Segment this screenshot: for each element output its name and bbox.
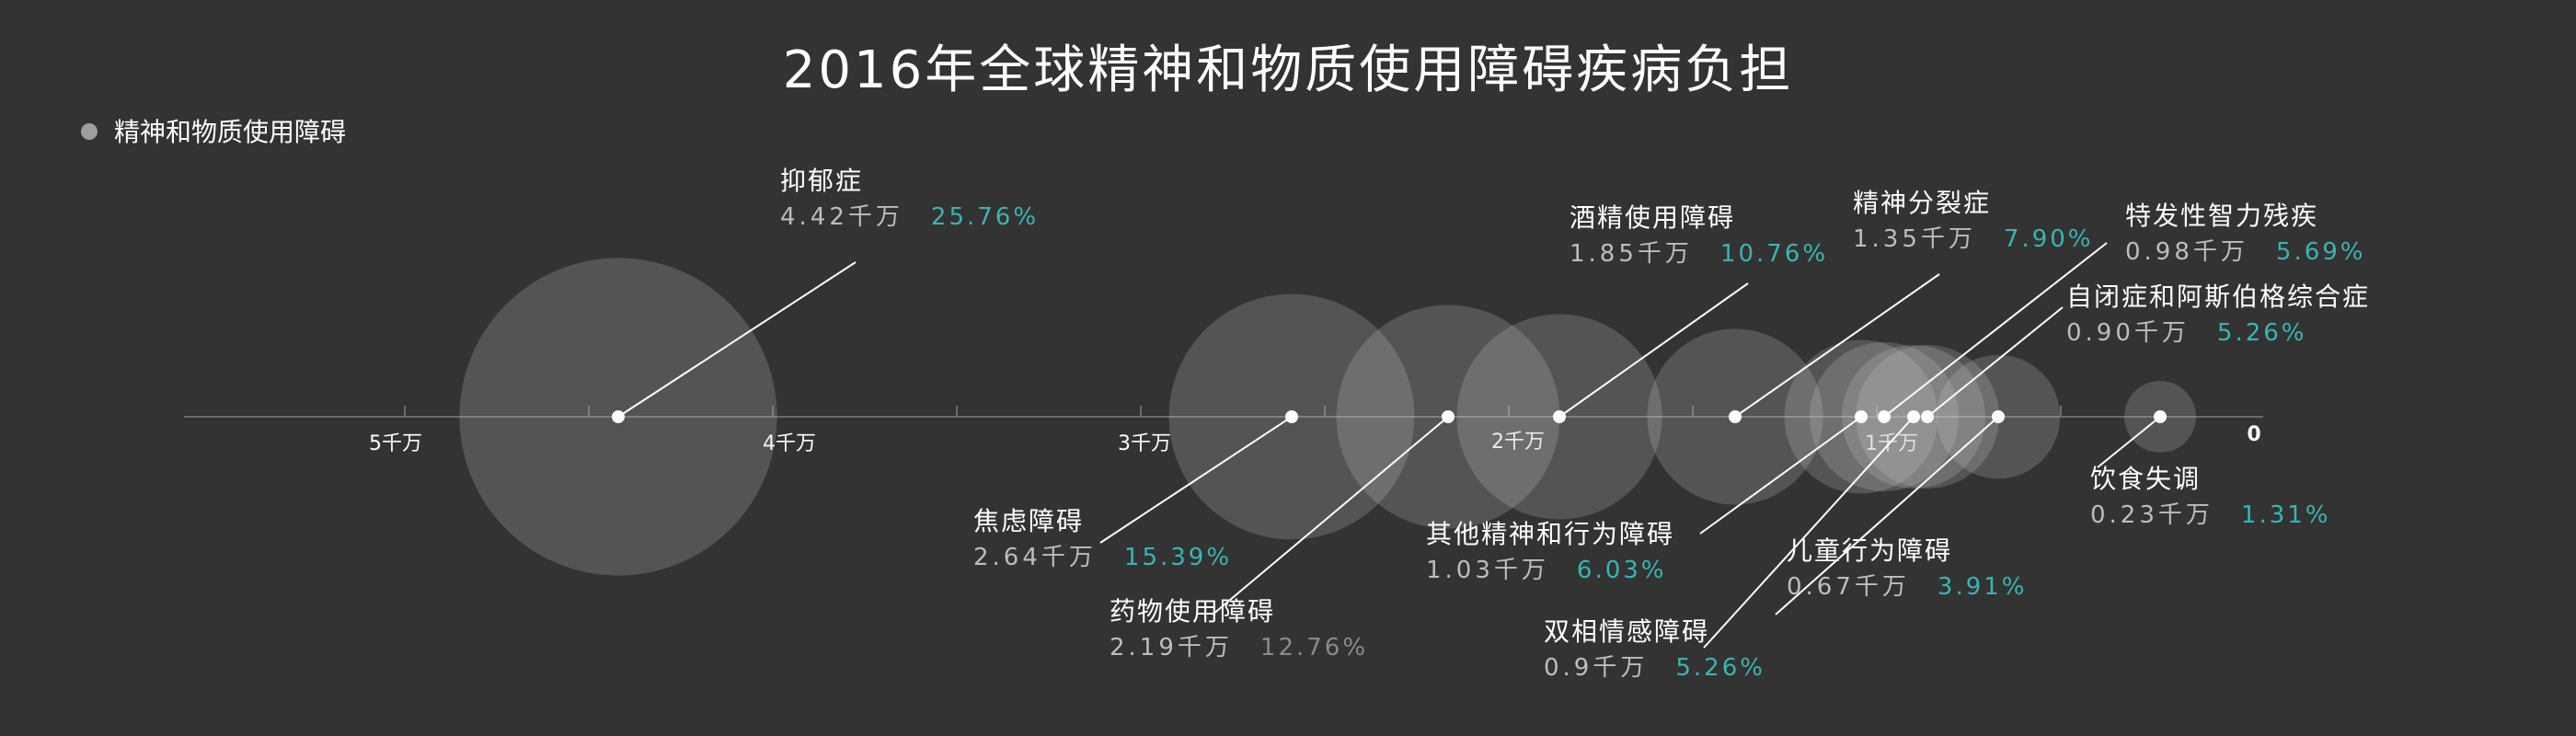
data-label-value: 1.85千万 (1570, 240, 1693, 268)
x-tick-label: 2千万 (1491, 431, 1545, 454)
data-label: 儿童行为障碍 0.67千万 3.91% (1787, 535, 2028, 601)
data-label-percent: 25.76% (931, 203, 1039, 231)
leader-line (2097, 416, 2161, 468)
data-label: 自闭症和阿斯伯格综合症 0.90千万 5.26% (2066, 282, 2370, 347)
data-label-name: 特发性智力残疾 (2125, 201, 2318, 231)
data-label: 药物使用障碍 2.19千万 12.76% (1110, 596, 1368, 661)
data-label-value: 0.90千万 (2066, 319, 2190, 347)
data-label-value: 4.42千万 (780, 203, 903, 231)
data-label-name: 其他精神和行为障碍 (1426, 519, 1674, 549)
x-tick-label: 5千万 (369, 432, 422, 455)
data-label-value: 2.19千万 (1110, 634, 1233, 661)
data-label: 其他精神和行为障碍 1.03千万 6.03% (1426, 519, 1674, 584)
data-label-name: 药物使用障碍 (1110, 596, 1275, 627)
leader-line (1099, 416, 1293, 544)
data-label-percent: 15.39% (1124, 544, 1232, 571)
data-label-percent: 10.76% (1720, 240, 1828, 268)
data-label-percent: 7.90% (2004, 225, 2094, 253)
bubble-labels: 抑郁症 4.42千万 25.76% 焦虑障碍 2.64千万 15.39% 药物使用障碍 2.1… (612, 166, 2370, 682)
data-label: 抑郁症 4.42千万 25.76% (780, 166, 1039, 231)
leader-line (1703, 416, 1915, 649)
data-label: 特发性智力残疾 0.98千万 5.69% (2125, 201, 2366, 266)
data-label-name: 精神分裂症 (1853, 188, 1991, 218)
chart-title: 2016年全球精神和物质使用障碍疾病负担 (783, 40, 1794, 100)
data-point-dot[interactable] (2154, 410, 2167, 423)
data-label-percent: 3.91% (1938, 573, 2028, 601)
data-label-name: 酒精使用障碍 (1570, 202, 1735, 233)
data-label-name: 焦虑障碍 (973, 506, 1084, 536)
data-point-dot[interactable] (1992, 410, 2005, 423)
leader-line (617, 261, 857, 418)
leader-line (1883, 242, 2108, 418)
data-label-value: 0.23千万 (2090, 501, 2214, 529)
x-tick-label: 3千万 (1118, 432, 1171, 455)
data-point-dot[interactable] (1553, 410, 1566, 423)
data-label-value: 1.03千万 (1426, 557, 1549, 584)
x-tick-label: 4千万 (763, 432, 816, 455)
data-label-name: 自闭症和阿斯伯格综合症 (2066, 282, 2370, 312)
data-point-dot[interactable] (1442, 410, 1455, 423)
data-label-value: 2.64千万 (973, 544, 1097, 571)
data-label: 双相情感障碍 0.9千万 5.26% (1544, 616, 1765, 682)
data-label-percent: 6.03% (1577, 557, 1667, 584)
data-label: 饮食失调 0.23千万 1.31% (2090, 464, 2331, 529)
data-point-dot[interactable] (1285, 410, 1298, 423)
data-label-name: 双相情感障碍 (1544, 616, 1709, 647)
x-tick-label: 1千万 (1865, 432, 1918, 455)
data-point-dot[interactable] (1855, 410, 1868, 423)
leader-line (1212, 416, 1449, 615)
leader-line (1926, 306, 2064, 418)
leader-line (1699, 416, 1862, 535)
leader-line (1775, 416, 1999, 615)
data-point-dot[interactable] (612, 410, 625, 423)
data-label-name: 抑郁症 (780, 166, 863, 196)
data-label-name: 儿童行为障碍 (1787, 535, 1952, 566)
data-label-percent: 1.31% (2241, 501, 2331, 529)
data-label-value: 0.9千万 (1544, 654, 1648, 682)
data-label-value: 0.98千万 (2125, 238, 2248, 266)
data-point-dot[interactable] (1907, 410, 1920, 423)
data-label-percent: 5.26% (1675, 654, 1765, 682)
legend-marker (81, 123, 98, 140)
data-label-value: 0.67千万 (1787, 573, 1910, 601)
legend-label: 精神和物质使用障碍 (114, 117, 346, 147)
bubbles (459, 258, 2196, 576)
data-label-value: 1.35千万 (1853, 225, 1976, 253)
data-label: 精神分裂症 1.35千万 7.90% (1853, 188, 2094, 253)
legend[interactable]: 精神和物质使用障碍 (81, 117, 346, 147)
data-label-percent: 5.26% (2217, 319, 2307, 347)
x-tick-label: 0 (2247, 423, 2260, 446)
data-label: 酒精使用障碍 1.85千万 10.76% (1570, 202, 1828, 268)
data-label-percent: 5.69% (2276, 238, 2366, 266)
leader-line (1734, 273, 1940, 418)
leader-line (1558, 282, 1749, 418)
data-label-percent: 12.76% (1260, 634, 1368, 661)
data-label: 焦虑障碍 2.64千万 15.39% (973, 506, 1232, 571)
data-point-dot[interactable] (1878, 410, 1891, 423)
data-point-dot[interactable] (1921, 410, 1934, 423)
data-point-dot[interactable] (1729, 410, 1742, 423)
data-label-name: 饮食失调 (2090, 464, 2201, 494)
